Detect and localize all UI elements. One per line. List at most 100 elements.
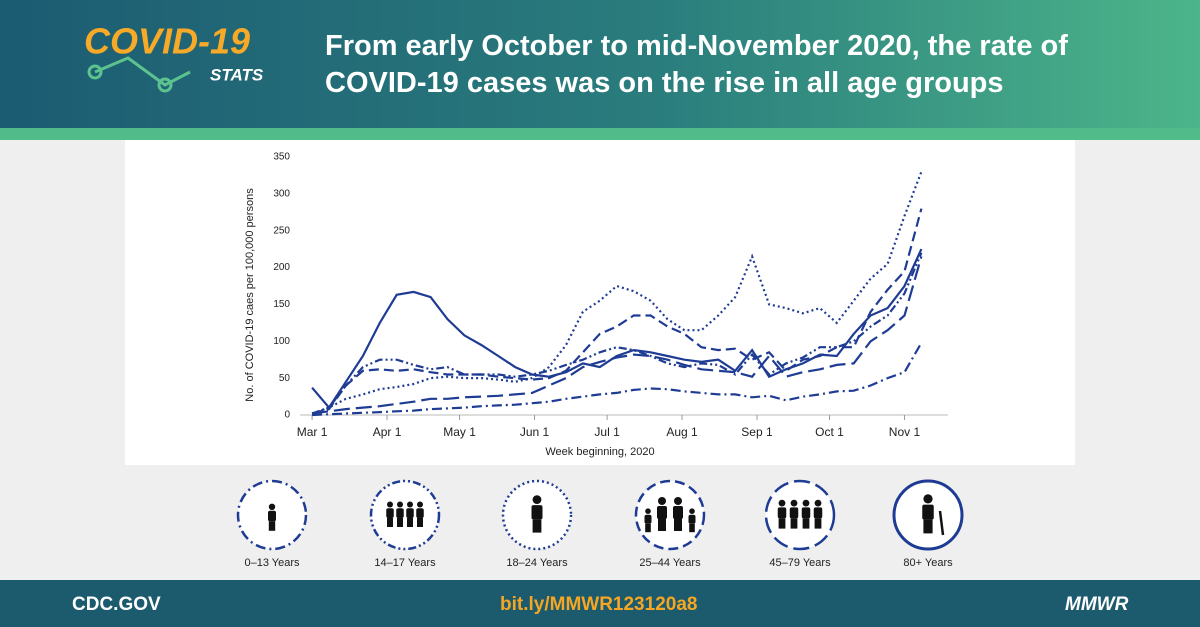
x-tick-label: Sep 1 [741,425,773,439]
legend-label: 45–79 Years [769,557,831,569]
x-tick-label: Jun 1 [520,425,550,439]
icon-legs [689,523,695,533]
x-tick-label: Jul 1 [594,425,620,439]
y-tick-label: 350 [273,152,290,163]
legend-item: 45–79 Years [764,479,836,569]
y-tick-label: 150 [273,299,290,310]
icon-body [673,506,683,519]
icon-legs [923,519,933,534]
y-tick-label: 250 [273,225,290,236]
icon-head [397,501,403,508]
x-tick-label: Apr 1 [373,425,402,439]
icon-legs [790,518,798,529]
icon-head [802,499,810,507]
icon-legs [417,518,423,527]
series-line [311,248,923,410]
series-line [311,252,923,415]
icon-body [396,508,404,518]
series-line [312,342,923,417]
icon-legs [658,519,666,531]
icon-head [407,501,413,508]
x-tick-label: Mar 1 [297,425,328,439]
logo: COVID-19 STATS [84,21,264,93]
y-tick-label: 200 [273,262,290,273]
legend-item: 25–44 Years [634,479,706,569]
legend-symbol [634,479,706,551]
icon-body [406,508,414,518]
legend-label: 25–44 Years [639,557,701,569]
icon-body [386,508,394,518]
icon-legs [268,521,276,531]
icon-head [645,508,651,514]
icon-head [387,501,393,508]
icon-body [688,514,696,524]
footer-link[interactable]: bit.ly/MMWR123120a8 [500,594,698,615]
logo-subtitle: STATS [210,65,264,84]
x-tick-label: Oct 1 [815,425,844,439]
legend-item: 80+ Years [892,479,964,569]
icon-legs [407,518,413,527]
y-axis-label: No. of COVID-19 caes per 100,000 persons [244,188,256,402]
icon-body [416,508,424,518]
legend-label: 0–13 Years [244,557,300,569]
icon-head [923,494,933,504]
legend-item: 14–17 Years [369,479,441,569]
legend-symbol [764,479,836,551]
icon-head [674,497,682,505]
icon-head [268,503,276,510]
icon-body [268,510,276,522]
icon-legs [778,518,786,529]
legend-label: 80+ Years [903,557,953,569]
header-band [0,128,1200,140]
icon-legs [674,519,682,531]
y-tick-label: 300 [273,188,290,199]
legend-item: 18–24 Years [501,479,573,569]
icon-legs [397,518,403,527]
y-tick-label: 100 [273,336,290,347]
headline: From early October to mid-November 2020,… [325,30,1068,99]
icon-head [790,499,798,507]
x-axis-label: Week beginning, 2020 [545,446,654,458]
icon-legs [532,519,542,533]
icon-body [777,507,787,519]
icon-legs [387,518,393,527]
y-tick-label: 0 [284,410,290,421]
icon-body [922,504,934,520]
icon-body [531,505,543,520]
footer-site: CDC.GOV [72,594,161,615]
logo-title: COVID-19 [84,21,250,62]
chart-panel [125,140,1075,465]
logo-lines [94,56,191,87]
x-tick-label: Nov 1 [889,425,921,439]
footer-bar: CDC.GOV bit.ly/MMWR123120a8 MMWR [0,580,1200,627]
header-bar [0,0,1200,128]
icon-body [789,507,799,519]
icon-body [813,507,823,519]
logo-node [87,64,103,80]
y-tick-label: 50 [279,373,291,384]
legend-item: 0–13 Years [236,479,308,569]
icon-cane [938,510,945,536]
legend-label: 18–24 Years [506,557,568,569]
icon-head [778,499,786,507]
footer-brand: MMWR [1065,594,1129,615]
series-line [311,208,923,415]
icon-legs [802,518,810,529]
icon-head [417,501,423,508]
series-line [311,256,923,415]
legend-symbol [369,479,441,551]
x-tick-label: May 1 [443,425,476,439]
logo-node [157,77,173,93]
x-tick-label: Aug 1 [666,425,698,439]
icon-legs [645,523,651,533]
icon-head [532,495,542,504]
icon-legs [814,518,822,529]
legend-label: 14–17 Years [374,557,436,569]
series-line [311,171,923,415]
icon-body [657,506,667,519]
icon-head [658,497,666,505]
icon-body [644,514,652,524]
icon-body [801,507,811,519]
